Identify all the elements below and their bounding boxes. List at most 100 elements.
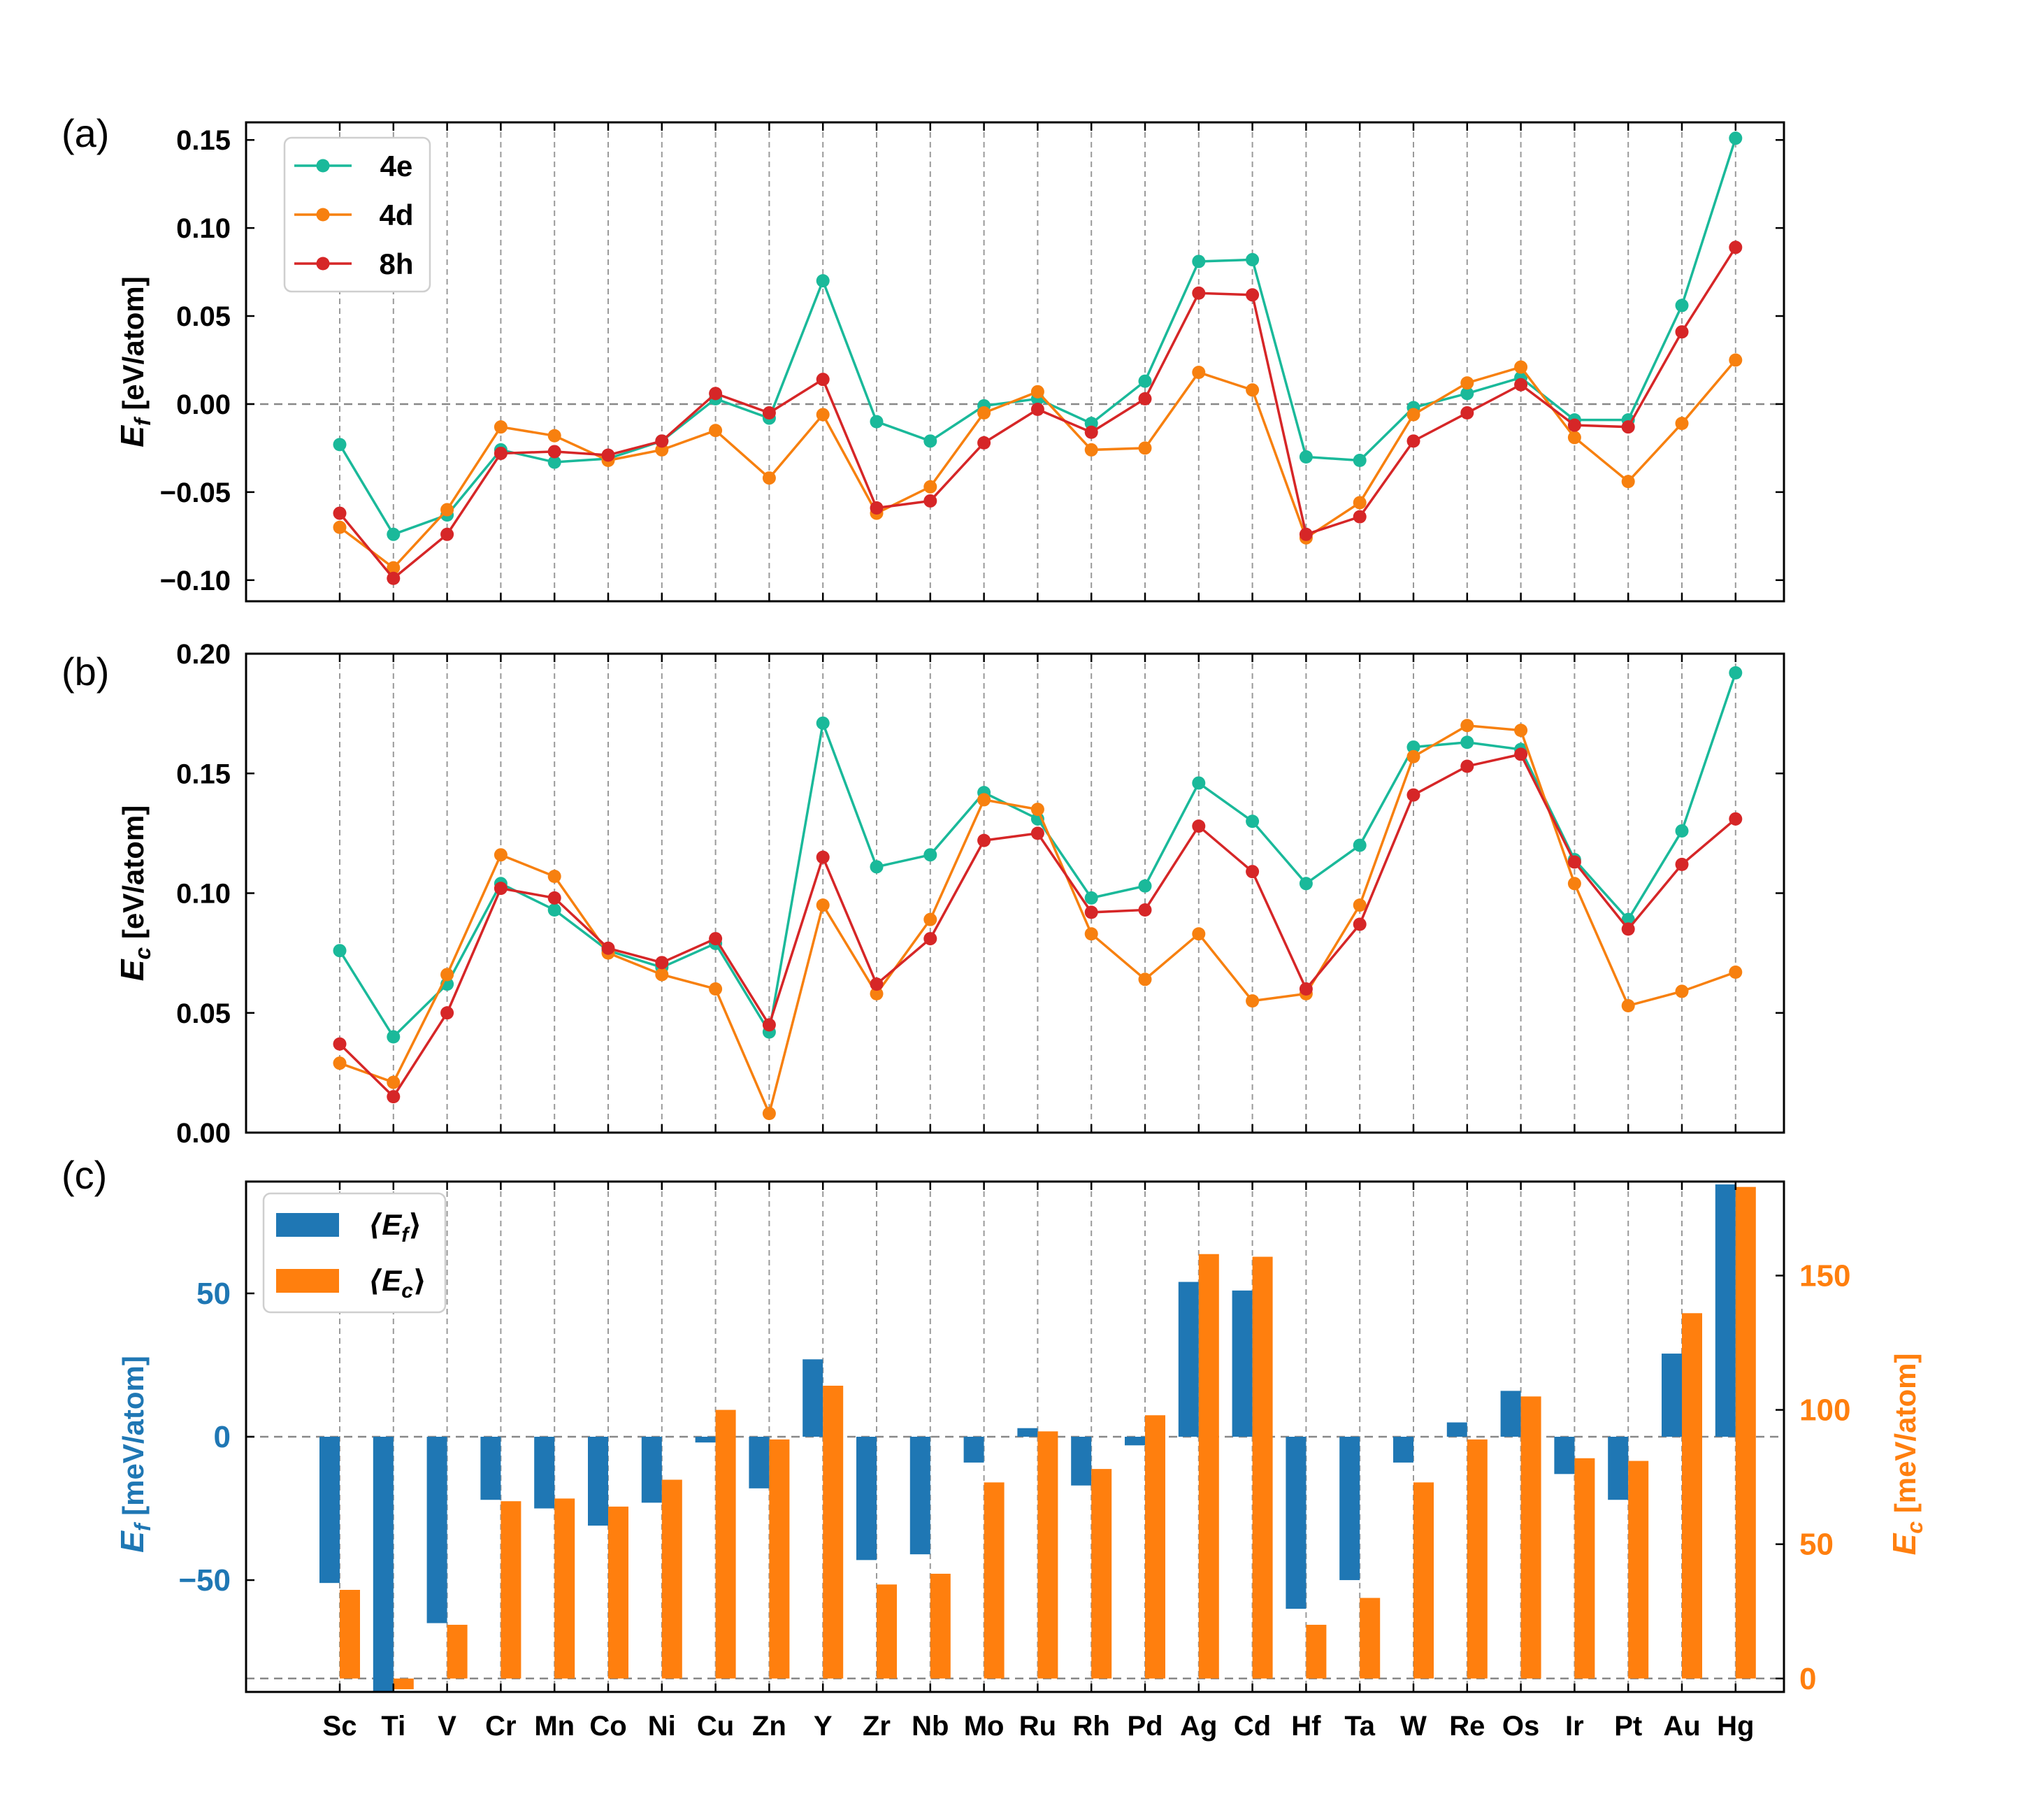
x-tick-label-Ru: Ru (1019, 1711, 1056, 1742)
point-8h-Pt (1621, 922, 1635, 936)
bar-ec-Zr (877, 1584, 897, 1679)
x-tick-label-Os: Os (1502, 1711, 1539, 1742)
bar-ef-Y (803, 1359, 823, 1437)
x-tick-label-Sc: Sc (323, 1711, 357, 1742)
point-8h-Y (816, 373, 830, 387)
point-8h-Os (1514, 378, 1528, 392)
point-4e-Pd (1138, 374, 1152, 388)
point-8h-Cu (709, 932, 723, 946)
bar-ec-Au (1682, 1313, 1702, 1679)
bar-ec-Ni (661, 1479, 682, 1679)
bar-ec-Re (1467, 1439, 1488, 1679)
point-8h-Ti (387, 571, 401, 585)
point-8h-Hg (1729, 812, 1743, 826)
point-4e-Mn (547, 903, 561, 917)
point-4d-Re (1460, 376, 1474, 390)
legend-marker-4d (316, 208, 330, 222)
point-4d-Mn (547, 870, 561, 884)
point-8h-Cu (709, 387, 723, 401)
bar-ec-Ag (1198, 1254, 1219, 1679)
point-4d-Cu (709, 424, 723, 438)
point-4d-Sc (333, 1056, 347, 1070)
point-4d-Rh (1084, 443, 1098, 457)
point-4d-Hg (1729, 966, 1743, 980)
point-8h-Cr (494, 882, 508, 896)
point-4e-Ta (1353, 838, 1367, 852)
bar-ef-Ag (1178, 1282, 1199, 1437)
point-8h-Hf (1299, 527, 1313, 541)
x-tick-label-Hf: Hf (1291, 1711, 1321, 1742)
point-4d-Zn (762, 471, 776, 485)
point-8h-W (1406, 788, 1420, 802)
bar-ef-Sc (319, 1437, 340, 1584)
point-8h-Zr (870, 501, 884, 515)
legend-label-1: ⟨Ec⟩ (368, 1264, 426, 1303)
point-4e-Zr (870, 415, 884, 429)
bar-ef-V (426, 1437, 447, 1623)
bar-ef-Ir (1554, 1437, 1575, 1474)
panel-b: (b) 0.20 0.15 0.10 0.05 0.00 Ec [eV/atom] (62, 639, 1785, 1149)
point-8h-Re (1460, 406, 1474, 420)
x-tick-label-Cu: Cu (697, 1711, 734, 1742)
point-8h-Pt (1621, 420, 1635, 434)
bar-ef-Ru (1017, 1428, 1038, 1437)
point-4e-Y (816, 716, 830, 730)
legend-label-8h: 8h (379, 247, 413, 280)
panel-label: (b) (62, 650, 109, 694)
point-4e-Hg (1729, 666, 1743, 680)
point-8h-Au (1675, 325, 1689, 339)
point-8h-Sc (333, 506, 347, 520)
point-4d-Pd (1138, 973, 1152, 986)
y-tick-label: 0.05 (176, 301, 231, 332)
bar-ec-Cd (1252, 1256, 1273, 1679)
point-4d-Os (1514, 360, 1528, 374)
point-4d-Pt (1621, 998, 1635, 1012)
x-tick-label-Ti: Ti (381, 1711, 405, 1742)
y-tick-label: 0.10 (176, 879, 231, 910)
point-4d-Ti (387, 561, 401, 575)
bar-ef-Mn (534, 1437, 555, 1509)
bar-ef-Mo (963, 1437, 984, 1463)
bar-ef-W (1393, 1437, 1413, 1463)
x-tick-label-Mo: Mo (964, 1711, 1005, 1742)
point-4e-Ti (387, 1030, 401, 1044)
legend-label-4d: 4d (379, 199, 413, 231)
point-8h-V (440, 527, 454, 541)
y-tick-label: 0.00 (176, 389, 231, 420)
x-tick-label-Pd: Pd (1127, 1711, 1163, 1742)
y-tick-label: 0.00 (176, 1118, 231, 1149)
x-tick-label-Re: Re (1449, 1711, 1485, 1742)
point-8h-Nb (923, 494, 937, 508)
point-8h-Ag (1192, 286, 1206, 300)
bar-ec-Cu (715, 1409, 736, 1679)
point-4e-Mn (547, 455, 561, 469)
point-4e-Re (1460, 387, 1474, 401)
bar-ef-Pd (1125, 1437, 1145, 1446)
point-8h-Ru (1030, 402, 1044, 416)
x-tick-label-Rh: Rh (1073, 1711, 1110, 1742)
x-tick-label-Pt: Pt (1614, 1711, 1642, 1742)
point-8h-Ta (1353, 510, 1367, 524)
point-4d-Mn (547, 429, 561, 443)
point-4e-Ag (1192, 254, 1206, 268)
y-tick-label-left: −50 (178, 1563, 231, 1598)
point-4d-Cd (1246, 994, 1260, 1008)
y-axis-label-right: Ec [meV/atom] (1886, 1354, 1927, 1556)
point-4e-Hf (1299, 450, 1313, 464)
point-4e-Y (816, 274, 830, 288)
bar-ec-Cr (501, 1501, 521, 1679)
point-8h-Ir (1567, 418, 1581, 432)
x-tick-label-Mn: Mn (534, 1711, 575, 1742)
point-4d-Ti (387, 1075, 401, 1089)
bar-ef-Zn (749, 1437, 770, 1488)
point-4d-Rh (1084, 927, 1098, 941)
point-8h-Ti (387, 1090, 401, 1104)
point-8h-Hf (1299, 982, 1313, 996)
x-tick-label-Ag: Ag (1180, 1711, 1217, 1742)
point-4d-Cd (1246, 383, 1260, 397)
point-8h-W (1406, 434, 1420, 448)
point-4d-Y (816, 408, 830, 422)
point-8h-V (440, 1006, 454, 1020)
bar-ec-Pd (1145, 1415, 1165, 1679)
